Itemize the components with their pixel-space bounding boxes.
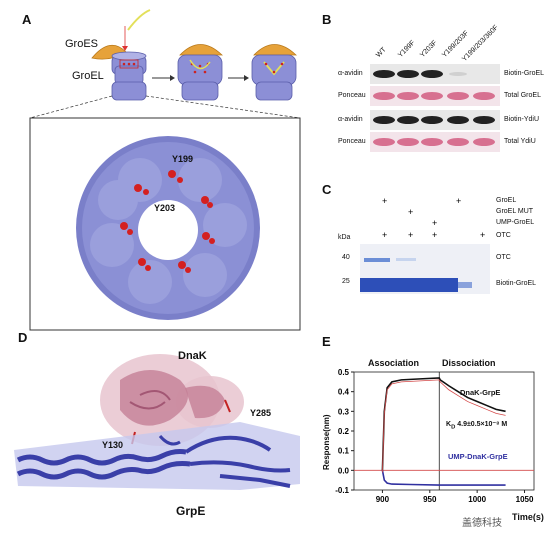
- x-tick-label: 900: [376, 495, 390, 504]
- plus-markers: + + + + + + + +: [382, 196, 485, 240]
- y203-label: Y203: [154, 203, 176, 213]
- svg-text:+: +: [382, 230, 387, 240]
- y-tick-label: 0.2: [338, 427, 350, 436]
- svg-text:+: +: [456, 196, 461, 206]
- y130-label: Y130: [102, 440, 124, 450]
- row-left-label: α-avidin: [338, 116, 363, 123]
- groel-barrel-3-icon: [251, 44, 297, 101]
- svg-text:+: +: [408, 230, 413, 240]
- watermark-text: 盖德科技: [462, 514, 502, 529]
- y-tick-label: 0.1: [338, 447, 350, 456]
- condition-label: UMP-GroEL: [496, 219, 535, 226]
- y-tick-label: 0.0: [338, 466, 350, 475]
- x-tick-label: 1000: [468, 495, 486, 504]
- legend-dnak-grpe: DnaK-GrpE: [460, 388, 501, 397]
- series-line-dnak-grpe: [381, 377, 506, 471]
- row-left-label: Ponceau: [338, 92, 366, 99]
- association-label: Association: [368, 358, 420, 368]
- dissociation-label: Dissociation: [442, 358, 496, 368]
- row-right-label: Total GroEL: [504, 92, 541, 99]
- y-tick-label: -0.1: [335, 486, 349, 495]
- y-tick-label: 0.3: [338, 407, 350, 416]
- x-tick-label: 950: [423, 495, 437, 504]
- row-left-label: Ponceau: [338, 138, 366, 145]
- condition-label: OTC: [496, 232, 511, 239]
- y285-label: Y285: [250, 408, 272, 418]
- kd-label: K: [446, 421, 452, 428]
- blot-images: [370, 64, 500, 152]
- fit-curve: [382, 379, 506, 473]
- axis-ticks: -0.1 0.0 0.1 0.2 0.3 0.4 0.5 900 950 1000 1050: [335, 368, 534, 504]
- kd-annotation: KD 4.9±0.5×10⁻⁸ M: [446, 420, 507, 430]
- row-left-label: α-avidin: [338, 70, 363, 77]
- x-tick-label: 1050: [516, 495, 534, 504]
- marker-40: 40: [342, 254, 350, 261]
- condition-label: GroEL: [496, 197, 517, 204]
- kd-value: 4.9±0.5×10⁻⁸ M: [457, 421, 508, 428]
- kda-label: kDa: [338, 234, 351, 241]
- groes-label: GroES: [65, 38, 99, 50]
- band-otc-label: OTC: [496, 254, 511, 261]
- substrate-strand-icon: [127, 9, 151, 31]
- kd-sub: D: [451, 424, 456, 431]
- x-axis-label: Time(s): [512, 512, 544, 522]
- row-right-label: Total YdiU: [504, 138, 536, 145]
- svg-text:+: +: [432, 230, 437, 240]
- grpe-label: GrpE: [176, 504, 206, 518]
- groel-label: GroEL: [72, 70, 104, 82]
- y-tick-label: 0.4: [338, 388, 350, 397]
- svg-text:+: +: [408, 207, 413, 217]
- condition-label: GroEL MUT: [496, 208, 534, 215]
- svg-text:+: +: [480, 230, 485, 240]
- row-right-label: Biotin-GroEL: [504, 70, 545, 77]
- groel-barrel-1-icon: [111, 51, 147, 101]
- groel-barrel-2-icon: [177, 44, 223, 101]
- svg-text:+: +: [382, 196, 387, 206]
- series-line-ump-dnak-grpe: [381, 470, 506, 486]
- dnak-label: DnaK: [178, 350, 207, 362]
- y-axis-label: Response(nm): [322, 414, 331, 470]
- panel-c-letter: C: [322, 182, 332, 197]
- series-lines: [381, 377, 506, 486]
- dnak-grpe-structure-icon: [14, 354, 300, 490]
- legend-ump-dnak-grpe: UMP-DnaK-GrpE: [448, 452, 508, 461]
- panel-d-letter: D: [18, 330, 28, 345]
- plot-frame: [353, 371, 535, 491]
- panel-b-letter: B: [322, 12, 332, 27]
- y-tick-label: 0.5: [338, 368, 350, 377]
- sds-gel-image: [360, 244, 490, 294]
- row-right-label: Biotin-YdiU: [504, 116, 540, 123]
- y199-label: Y199: [172, 154, 194, 164]
- svg-text:+: +: [432, 218, 437, 228]
- groel-ring-surface-icon: [76, 136, 260, 320]
- marker-25: 25: [342, 278, 350, 285]
- band-biotin-label: Biotin-GroEL: [496, 280, 537, 287]
- panel-a-letter: A: [22, 12, 32, 27]
- panel-e-letter: E: [322, 334, 331, 349]
